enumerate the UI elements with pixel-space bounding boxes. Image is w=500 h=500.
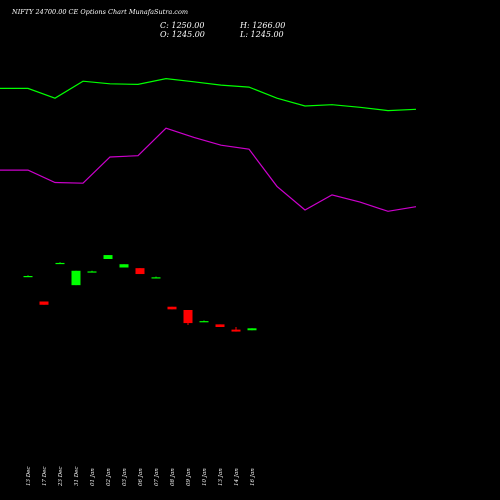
- candle-body: [71, 270, 81, 286]
- x-tick-label: 13 Dec: [26, 467, 32, 487]
- candle-body: [39, 301, 49, 305]
- x-axis-ticks: 13 Dec 17 Dec 23 Dec 31 Dec 01 Jan 02 Jan 03 J…: [26, 467, 256, 488]
- x-tick-label: 02 Jan: [106, 468, 112, 486]
- candle-body: [103, 255, 113, 260]
- overlay-line-0: [0, 77, 417, 112]
- x-tick-label: 06 Jan: [138, 468, 144, 486]
- candle-body: [231, 329, 241, 332]
- x-tick-label: 16 Jan: [250, 468, 256, 486]
- candle-body: [247, 328, 257, 331]
- x-tick-label: 14 Jan: [234, 468, 240, 486]
- candle-body: [119, 264, 129, 268]
- close-label: C: 1250.00: [160, 21, 204, 30]
- overlay-line-1: [0, 127, 417, 212]
- x-tick-label: 17 Dec: [42, 467, 48, 487]
- overlay-lines: [0, 77, 417, 212]
- candle-body: [151, 277, 161, 279]
- candle-body: [183, 309, 193, 324]
- x-tick-label: 10 Jan: [202, 468, 208, 486]
- high-label: H: 1266.00: [239, 21, 285, 30]
- x-tick-label: 31 Dec: [74, 467, 80, 487]
- chart-title: NIFTY 24700.00 CE Options Chart MunafaSu…: [11, 8, 188, 16]
- x-tick-label: 23 Dec: [58, 467, 64, 488]
- candle-body: [167, 306, 177, 310]
- candle-body: [87, 271, 97, 273]
- candle-body: [199, 321, 209, 323]
- candle-body: [215, 324, 225, 327]
- candles: [23, 255, 257, 332]
- x-tick-label: 07 Jan: [154, 468, 160, 486]
- candle-body: [23, 276, 33, 278]
- x-tick-label: 09 Jan: [186, 468, 192, 486]
- x-tick-label: 08 Jan: [170, 468, 176, 486]
- low-label: L: 1245.00: [239, 30, 284, 39]
- x-tick-label: 01 Jan: [90, 468, 96, 486]
- x-tick-label: 13 Jan: [218, 468, 224, 486]
- open-label: O: 1245.00: [160, 30, 205, 39]
- candle-body: [135, 268, 145, 275]
- x-tick-label: 03 Jan: [122, 468, 128, 486]
- candle-body: [55, 262, 65, 265]
